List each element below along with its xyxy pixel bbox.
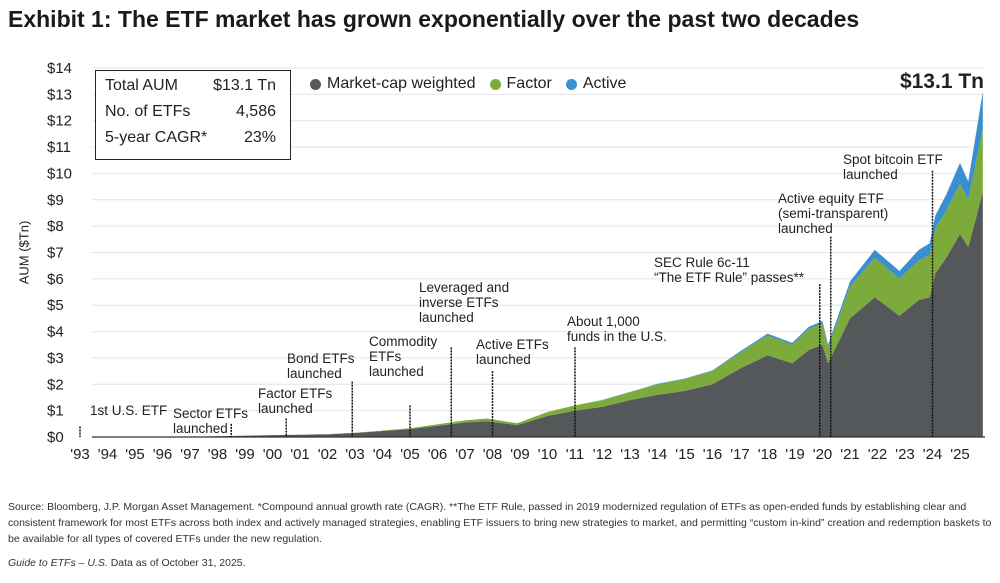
annotation: SEC Rule 6c-11 “The ETF Rule” passes**	[654, 255, 805, 285]
legend-label: Market-cap weighted	[327, 75, 476, 92]
y-tick-label: $13	[47, 86, 72, 103]
x-tick-label: '06	[428, 446, 448, 463]
annotation: Factor ETFs launched	[258, 386, 333, 416]
x-tick-label: '03	[345, 446, 365, 463]
legend-swatch	[565, 78, 577, 90]
x-tick-label: '00	[263, 446, 283, 463]
x-tick-label: '11	[566, 446, 584, 463]
stat-label: Total AUM	[105, 77, 178, 94]
x-tick-label: '98	[208, 446, 228, 463]
x-tick-label: '10	[538, 446, 558, 463]
legend-item: Active	[565, 75, 627, 93]
stat-value: 4,586	[235, 103, 276, 120]
footnote: Source: Bloomberg, J.P. Morgan Asset Man…	[8, 501, 992, 545]
x-tick-label: '17	[730, 446, 750, 463]
stat-value: 23%	[243, 129, 276, 146]
x-tick-label: '04	[373, 446, 393, 463]
legend-label: Active	[582, 75, 627, 92]
x-tick-label: '01	[290, 446, 310, 463]
annotation: Sector ETFs launched	[173, 406, 249, 436]
annotation: Spot bitcoin ETF launched	[843, 152, 943, 182]
annotation: About 1,000 funds in the U.S.	[567, 314, 667, 344]
x-tick-label: '19	[785, 446, 805, 463]
x-tick-label: '24	[923, 446, 943, 463]
x-tick-label: '22	[868, 446, 888, 463]
y-tick-label: $7	[47, 245, 64, 262]
y-tick-label: $3	[47, 350, 64, 367]
x-tick-label: '18	[758, 446, 778, 463]
y-tick-label: $5	[47, 297, 64, 314]
legend-label: Factor	[506, 75, 552, 92]
y-tick-label: $1	[47, 403, 64, 420]
annotation: Leveraged and inverse ETFs launched	[419, 280, 510, 325]
y-tick-label: $12	[47, 113, 72, 130]
x-tick-label: '96	[153, 446, 173, 463]
stat-label: No. of ETFs	[105, 103, 191, 120]
area-market-cap-weighted	[80, 191, 983, 437]
guide-title: Guide to ETFs – U.S.	[8, 557, 108, 569]
x-tick-label: '14	[648, 446, 668, 463]
y-tick-label: $8	[47, 218, 64, 235]
legend-swatch	[310, 78, 321, 90]
y-tick-label: $10	[47, 165, 72, 182]
x-tick-label: '99	[235, 446, 255, 463]
stats-box: Total AUM $13.1 Tn No. of ETFs 4,586 5-y…	[95, 70, 291, 160]
x-tick-label: '20	[813, 446, 833, 463]
x-tick-label: '93	[70, 446, 90, 463]
x-tick-label: '94	[98, 446, 118, 463]
annotation: Bond ETFs launched	[287, 351, 355, 381]
x-tick-label: '15	[675, 446, 695, 463]
y-tick-label: $9	[47, 192, 64, 209]
y-axis-label: AUM ($Tn)	[16, 220, 32, 285]
y-tick-label: $11	[47, 139, 71, 156]
x-tick-label: '08	[483, 446, 503, 463]
x-tick-label: '02	[318, 446, 338, 463]
legend: Market-cap weighted Factor Active	[310, 75, 626, 93]
annotation: 1st U.S. ETF	[90, 403, 168, 418]
x-tick-label: '05	[400, 446, 420, 463]
stat-label: 5-year CAGR*	[105, 129, 208, 146]
x-tick-label: '23	[895, 446, 915, 463]
area-factor	[80, 128, 983, 437]
y-tick-label: $6	[47, 271, 64, 288]
x-tick-label: '13	[620, 446, 640, 463]
chart-title: Exhibit 1: The ETF market has grown expo…	[8, 6, 860, 32]
x-tick-label: '21	[840, 446, 860, 463]
x-tick-label: '25	[950, 446, 970, 463]
total-label: $13.1 Tn	[899, 70, 984, 93]
y-tick-label: $14	[47, 60, 72, 77]
data-date: Data as of October 31, 2025.	[107, 557, 246, 569]
legend-swatch	[489, 78, 501, 90]
y-tick-label: $2	[47, 376, 64, 393]
x-tick-label: '09	[510, 446, 530, 463]
x-tick-label: '95	[125, 446, 145, 463]
annotation: Active ETFs launched	[476, 337, 549, 367]
legend-item: Factor	[489, 75, 552, 93]
legend-item: Market-cap weighted	[310, 75, 476, 93]
x-tick-label: '07	[455, 446, 475, 463]
stat-value: $13.1 Tn	[213, 77, 276, 94]
x-tick-label: '16	[703, 446, 723, 463]
annotation: Active equity ETF (semi-transparent) lau…	[778, 191, 889, 236]
y-tick-label: $4	[47, 324, 64, 341]
x-tick-label: '97	[180, 446, 200, 463]
data-source-note: Guide to ETFs – U.S. Data as of October …	[8, 557, 246, 569]
y-tick-label: $0	[47, 429, 64, 446]
x-tick-label: '12	[593, 446, 613, 463]
annotation: Commodity ETFs launched	[369, 334, 438, 379]
